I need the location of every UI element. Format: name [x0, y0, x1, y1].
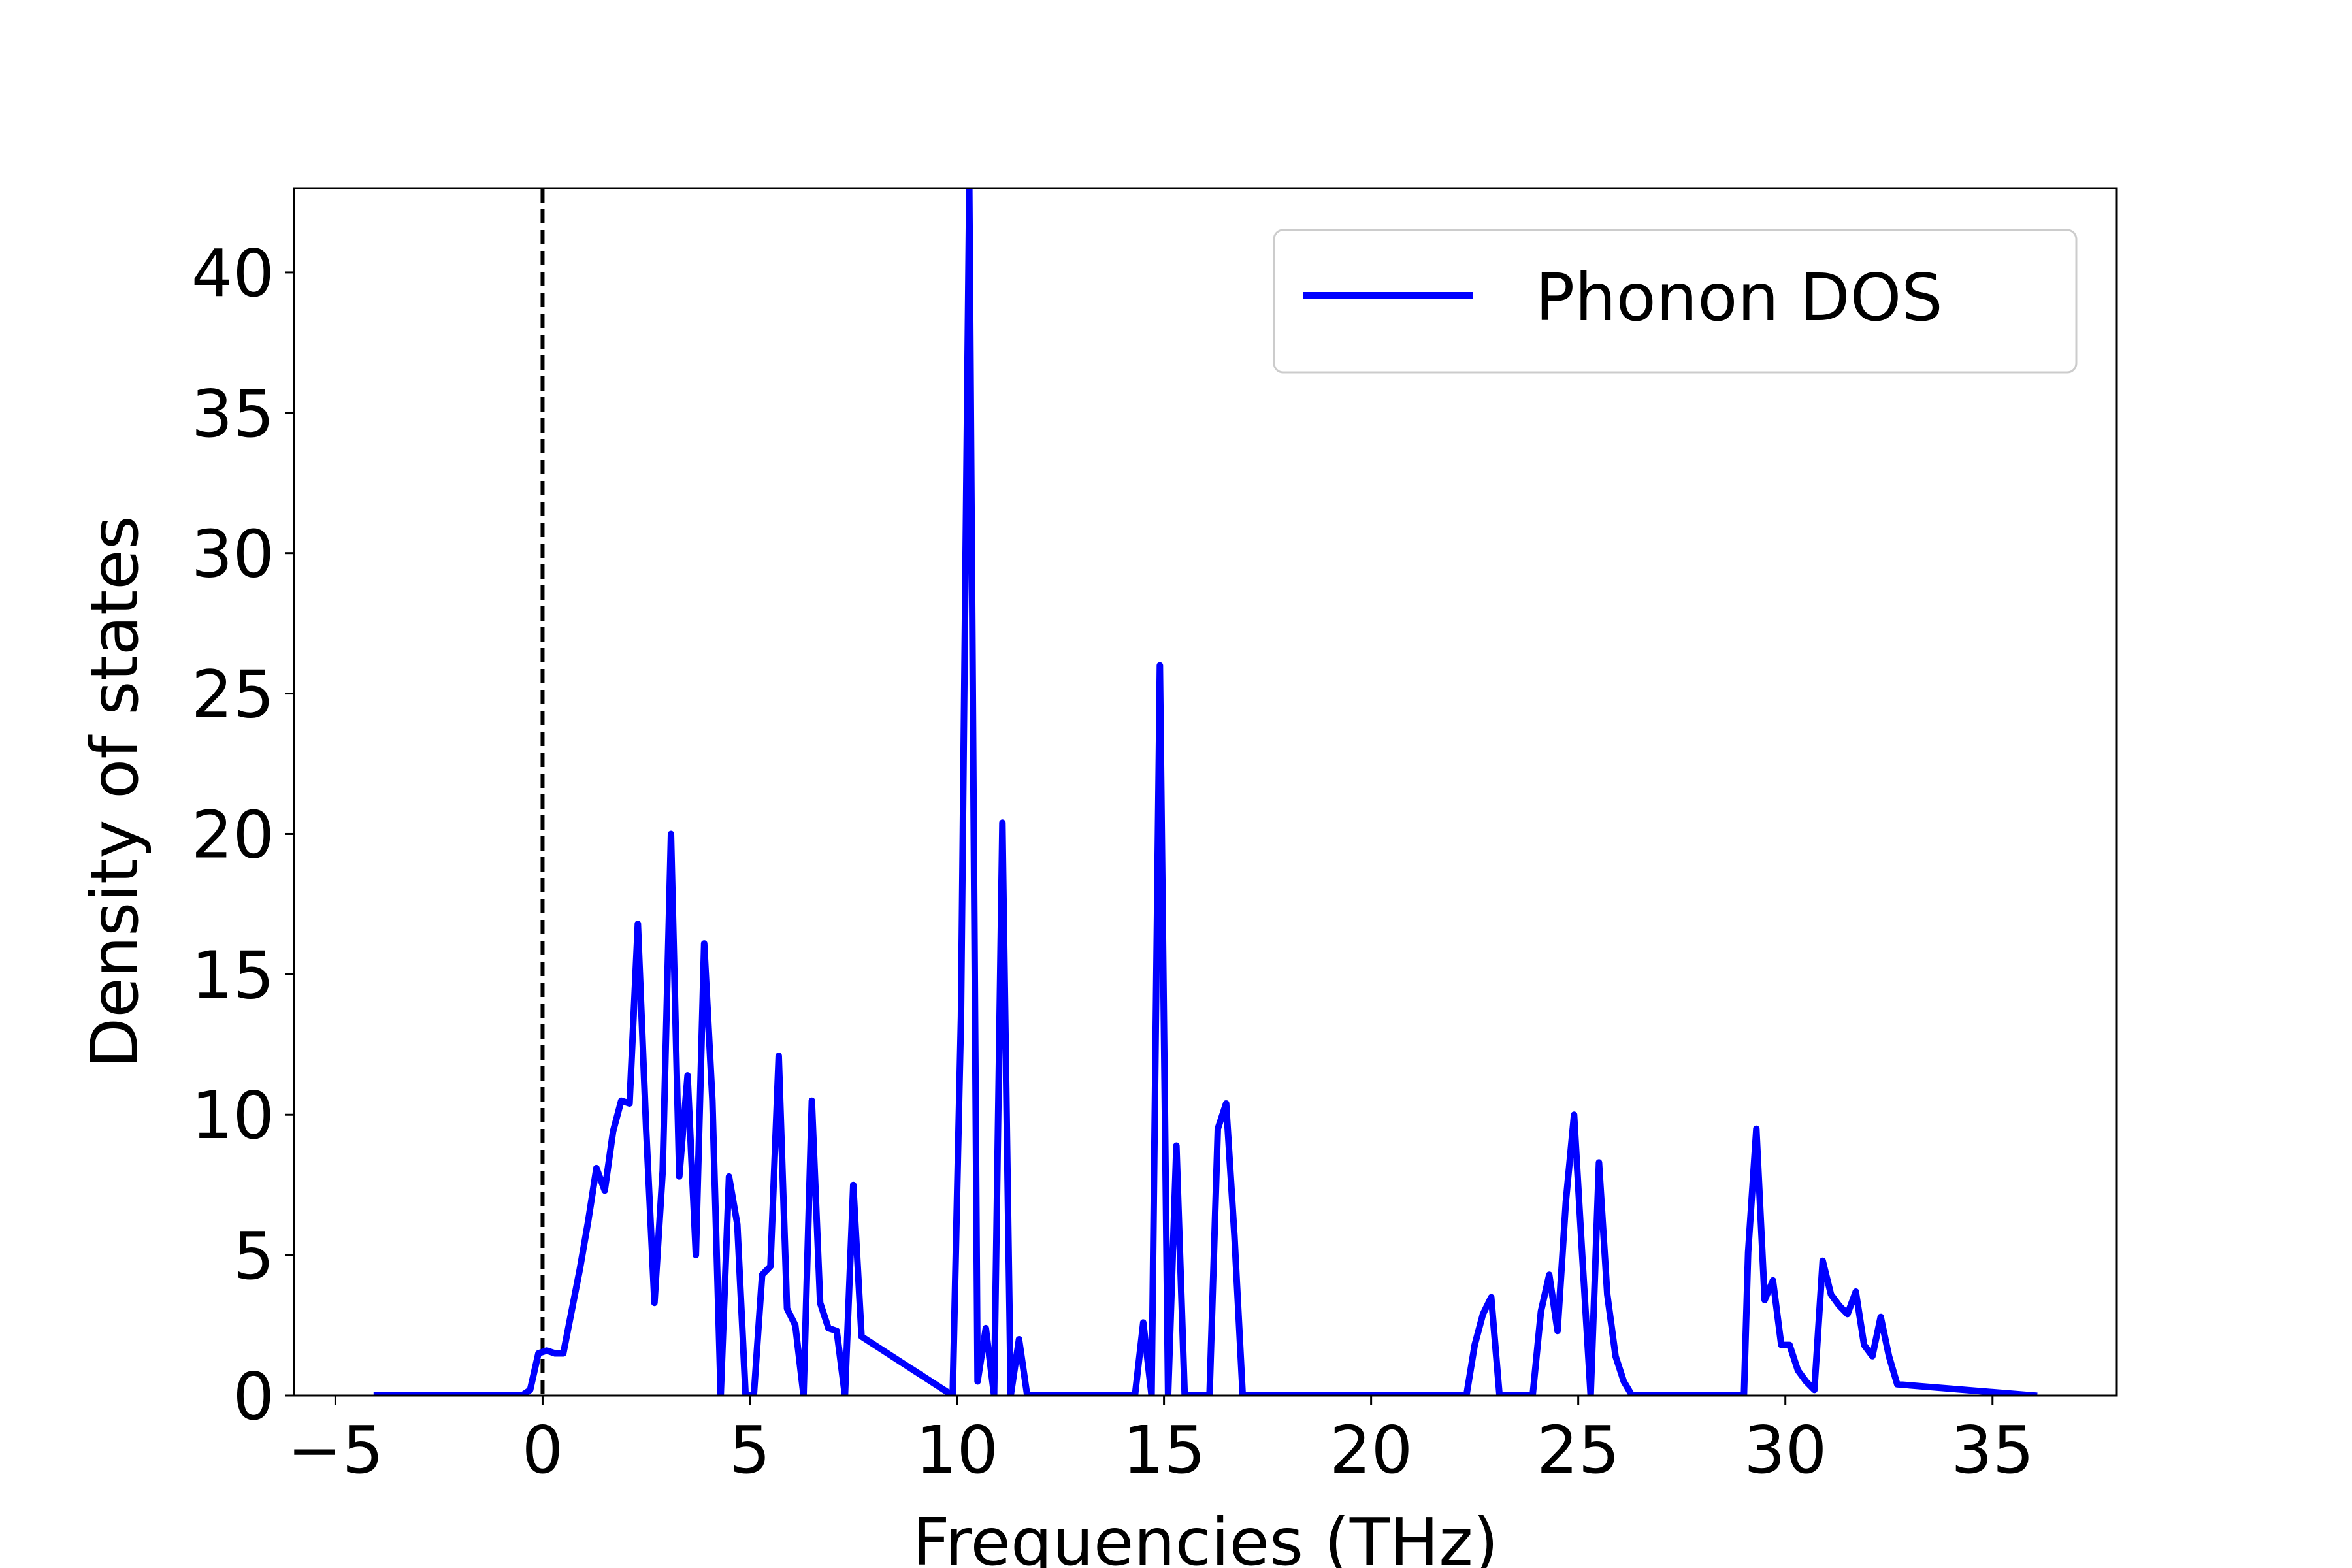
- x-tick-label: −5: [287, 1412, 384, 1488]
- y-axis-label: Density of states: [76, 515, 153, 1068]
- x-tick-label: 15: [1122, 1412, 1205, 1488]
- x-tick-label: 10: [915, 1412, 998, 1488]
- y-tick-label: 25: [191, 657, 274, 733]
- y-tick-label: 10: [191, 1077, 274, 1154]
- x-tick-label: 20: [1330, 1412, 1413, 1488]
- legend-label-phonon-dos: Phonon DOS: [1535, 259, 1943, 336]
- data-layer: [373, 188, 2038, 1396]
- x-tick-label: 30: [1744, 1412, 1827, 1488]
- y-tick-label: 5: [233, 1218, 274, 1294]
- y-axis-ticks: 0 5 10 15 20 25 30 35 40: [191, 235, 294, 1435]
- y-tick-label: 40: [191, 235, 274, 312]
- x-axis-ticks: −5 0 5 10 15 20 25 30 35: [287, 1396, 2034, 1488]
- y-tick-label: 30: [191, 516, 274, 593]
- plot-frame: [293, 187, 2118, 1397]
- y-tick-label: 15: [191, 937, 274, 1013]
- x-tick-label: 35: [1951, 1412, 2034, 1488]
- legend: Phonon DOS: [1273, 229, 2078, 374]
- x-tick-label: 5: [729, 1412, 771, 1488]
- x-axis-label: Frequencies (THz): [912, 1504, 1498, 1568]
- series-line-phonon-dos: [373, 188, 2038, 1396]
- legend-box: [1273, 229, 2078, 374]
- y-tick-label: 20: [191, 796, 274, 873]
- plot-background: [294, 188, 2117, 1396]
- x-tick-label: 0: [522, 1412, 564, 1488]
- y-tick-label: 35: [191, 376, 274, 452]
- y-tick-label: 0: [233, 1358, 274, 1435]
- x-tick-label: 25: [1537, 1412, 1620, 1488]
